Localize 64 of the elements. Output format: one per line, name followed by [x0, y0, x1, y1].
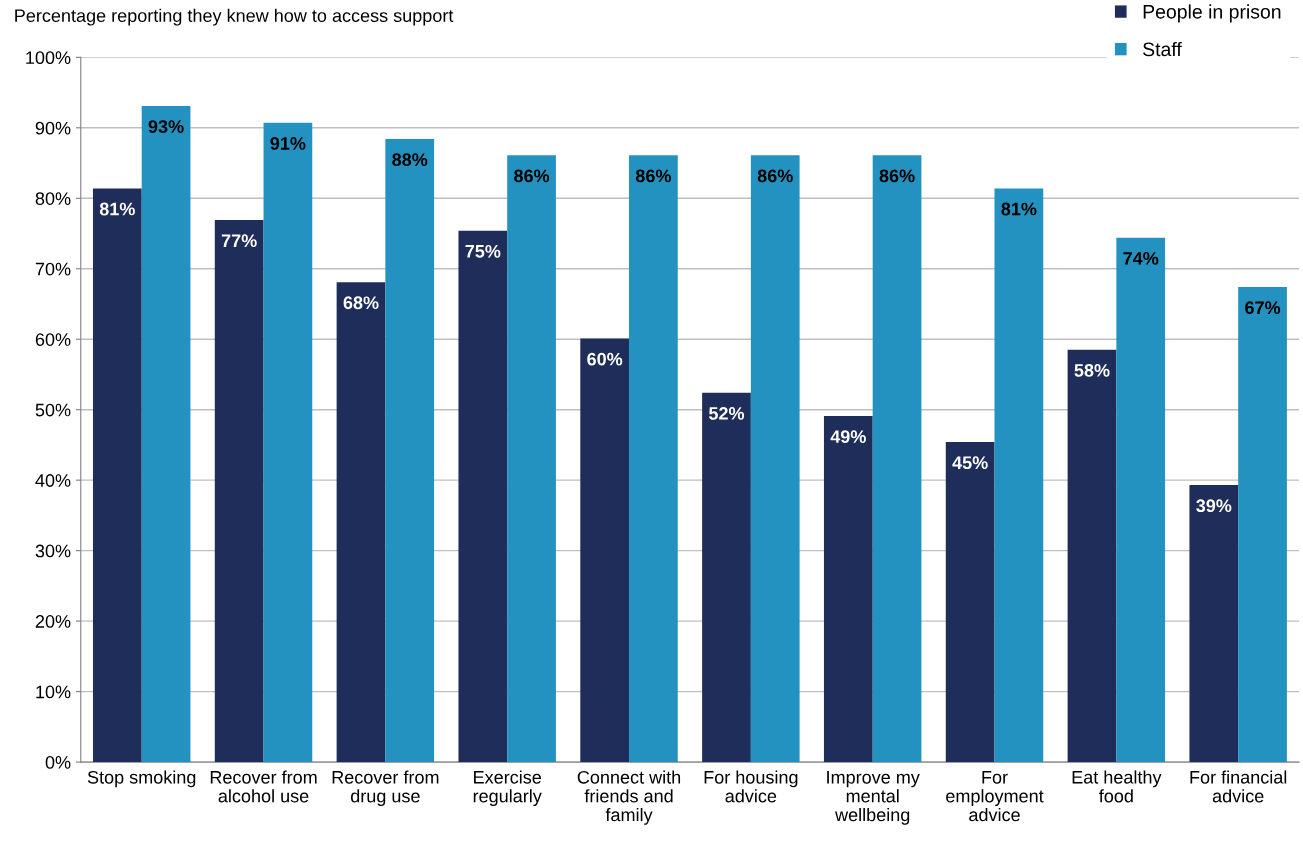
bar	[92, 188, 142, 763]
x-tick-label: Exercise regularly	[473, 770, 542, 807]
data-label: 45%	[952, 456, 988, 470]
y-tick-label: 90%	[35, 121, 71, 135]
bar	[507, 155, 556, 763]
legend-label: Staff	[1143, 41, 1182, 57]
bar	[214, 220, 264, 763]
data-label: 86%	[635, 169, 671, 183]
data-label: 68%	[343, 296, 379, 310]
data-label: 93%	[148, 120, 184, 133]
data-label: 52%	[708, 406, 745, 420]
data-label: 39%	[1196, 499, 1232, 513]
x-tick-label: Stop smoking	[87, 770, 196, 788]
y-tick-label: 80%	[35, 192, 71, 205]
data-label: 86%	[879, 169, 915, 183]
data-label: 49%	[830, 430, 866, 444]
bar	[872, 155, 922, 763]
bar	[1116, 237, 1166, 763]
data-label: 86%	[514, 169, 550, 183]
data-label: 86%	[757, 169, 793, 183]
y-tick-label: 60%	[35, 333, 71, 346]
x-tick-label: Improve my mental wellbeing	[827, 771, 920, 825]
y-tick-label: 50%	[35, 403, 71, 417]
y-tick-label: 10%	[36, 685, 71, 699]
y-tick-label: 70%	[35, 262, 71, 276]
bar	[141, 105, 191, 763]
data-label: 58%	[1074, 364, 1110, 377]
y-tick-label: 40%	[35, 474, 71, 487]
data-label: 81%	[99, 202, 135, 216]
bar	[263, 122, 313, 763]
x-tick-label: Recover from drug use	[332, 770, 439, 807]
data-label: 81%	[1001, 202, 1037, 216]
bar	[823, 416, 873, 763]
y-tick-label: 100%	[26, 51, 71, 65]
bar	[994, 188, 1044, 763]
x-tick-label: Connect with friends and family	[577, 770, 681, 825]
y-axis-title: Percentage reporting they knew how to access support	[15, 8, 454, 26]
y-tick-label: 0%	[45, 756, 71, 769]
x-tick-label: Eat healthy food	[1072, 770, 1162, 803]
x-tick-label: For housing advice	[704, 770, 798, 803]
bar	[702, 392, 751, 763]
bar	[580, 338, 630, 763]
x-tick-label: Recover from alcohol use	[210, 770, 317, 803]
bar	[750, 155, 800, 763]
legend-label: People in prison	[1143, 4, 1281, 23]
data-label: 74%	[1123, 251, 1159, 265]
bar	[629, 155, 678, 763]
bar	[1189, 485, 1239, 763]
data-label: 75%	[465, 244, 501, 258]
x-tick-label: For employment advice	[946, 771, 1044, 822]
bar	[458, 230, 508, 763]
bar	[336, 282, 386, 763]
x-tick-label: For financial advice	[1190, 770, 1287, 803]
data-label: 60%	[587, 352, 623, 366]
bar	[945, 442, 995, 763]
data-label: 77%	[221, 234, 257, 248]
y-tick-label: 30%	[35, 544, 71, 558]
data-label: 91%	[270, 137, 306, 150]
data-label: 88%	[392, 153, 428, 167]
bar	[1238, 287, 1287, 763]
bar	[385, 139, 435, 763]
bar	[1067, 349, 1117, 763]
y-tick-label: 20%	[35, 615, 71, 628]
data-label: 67%	[1245, 301, 1281, 315]
